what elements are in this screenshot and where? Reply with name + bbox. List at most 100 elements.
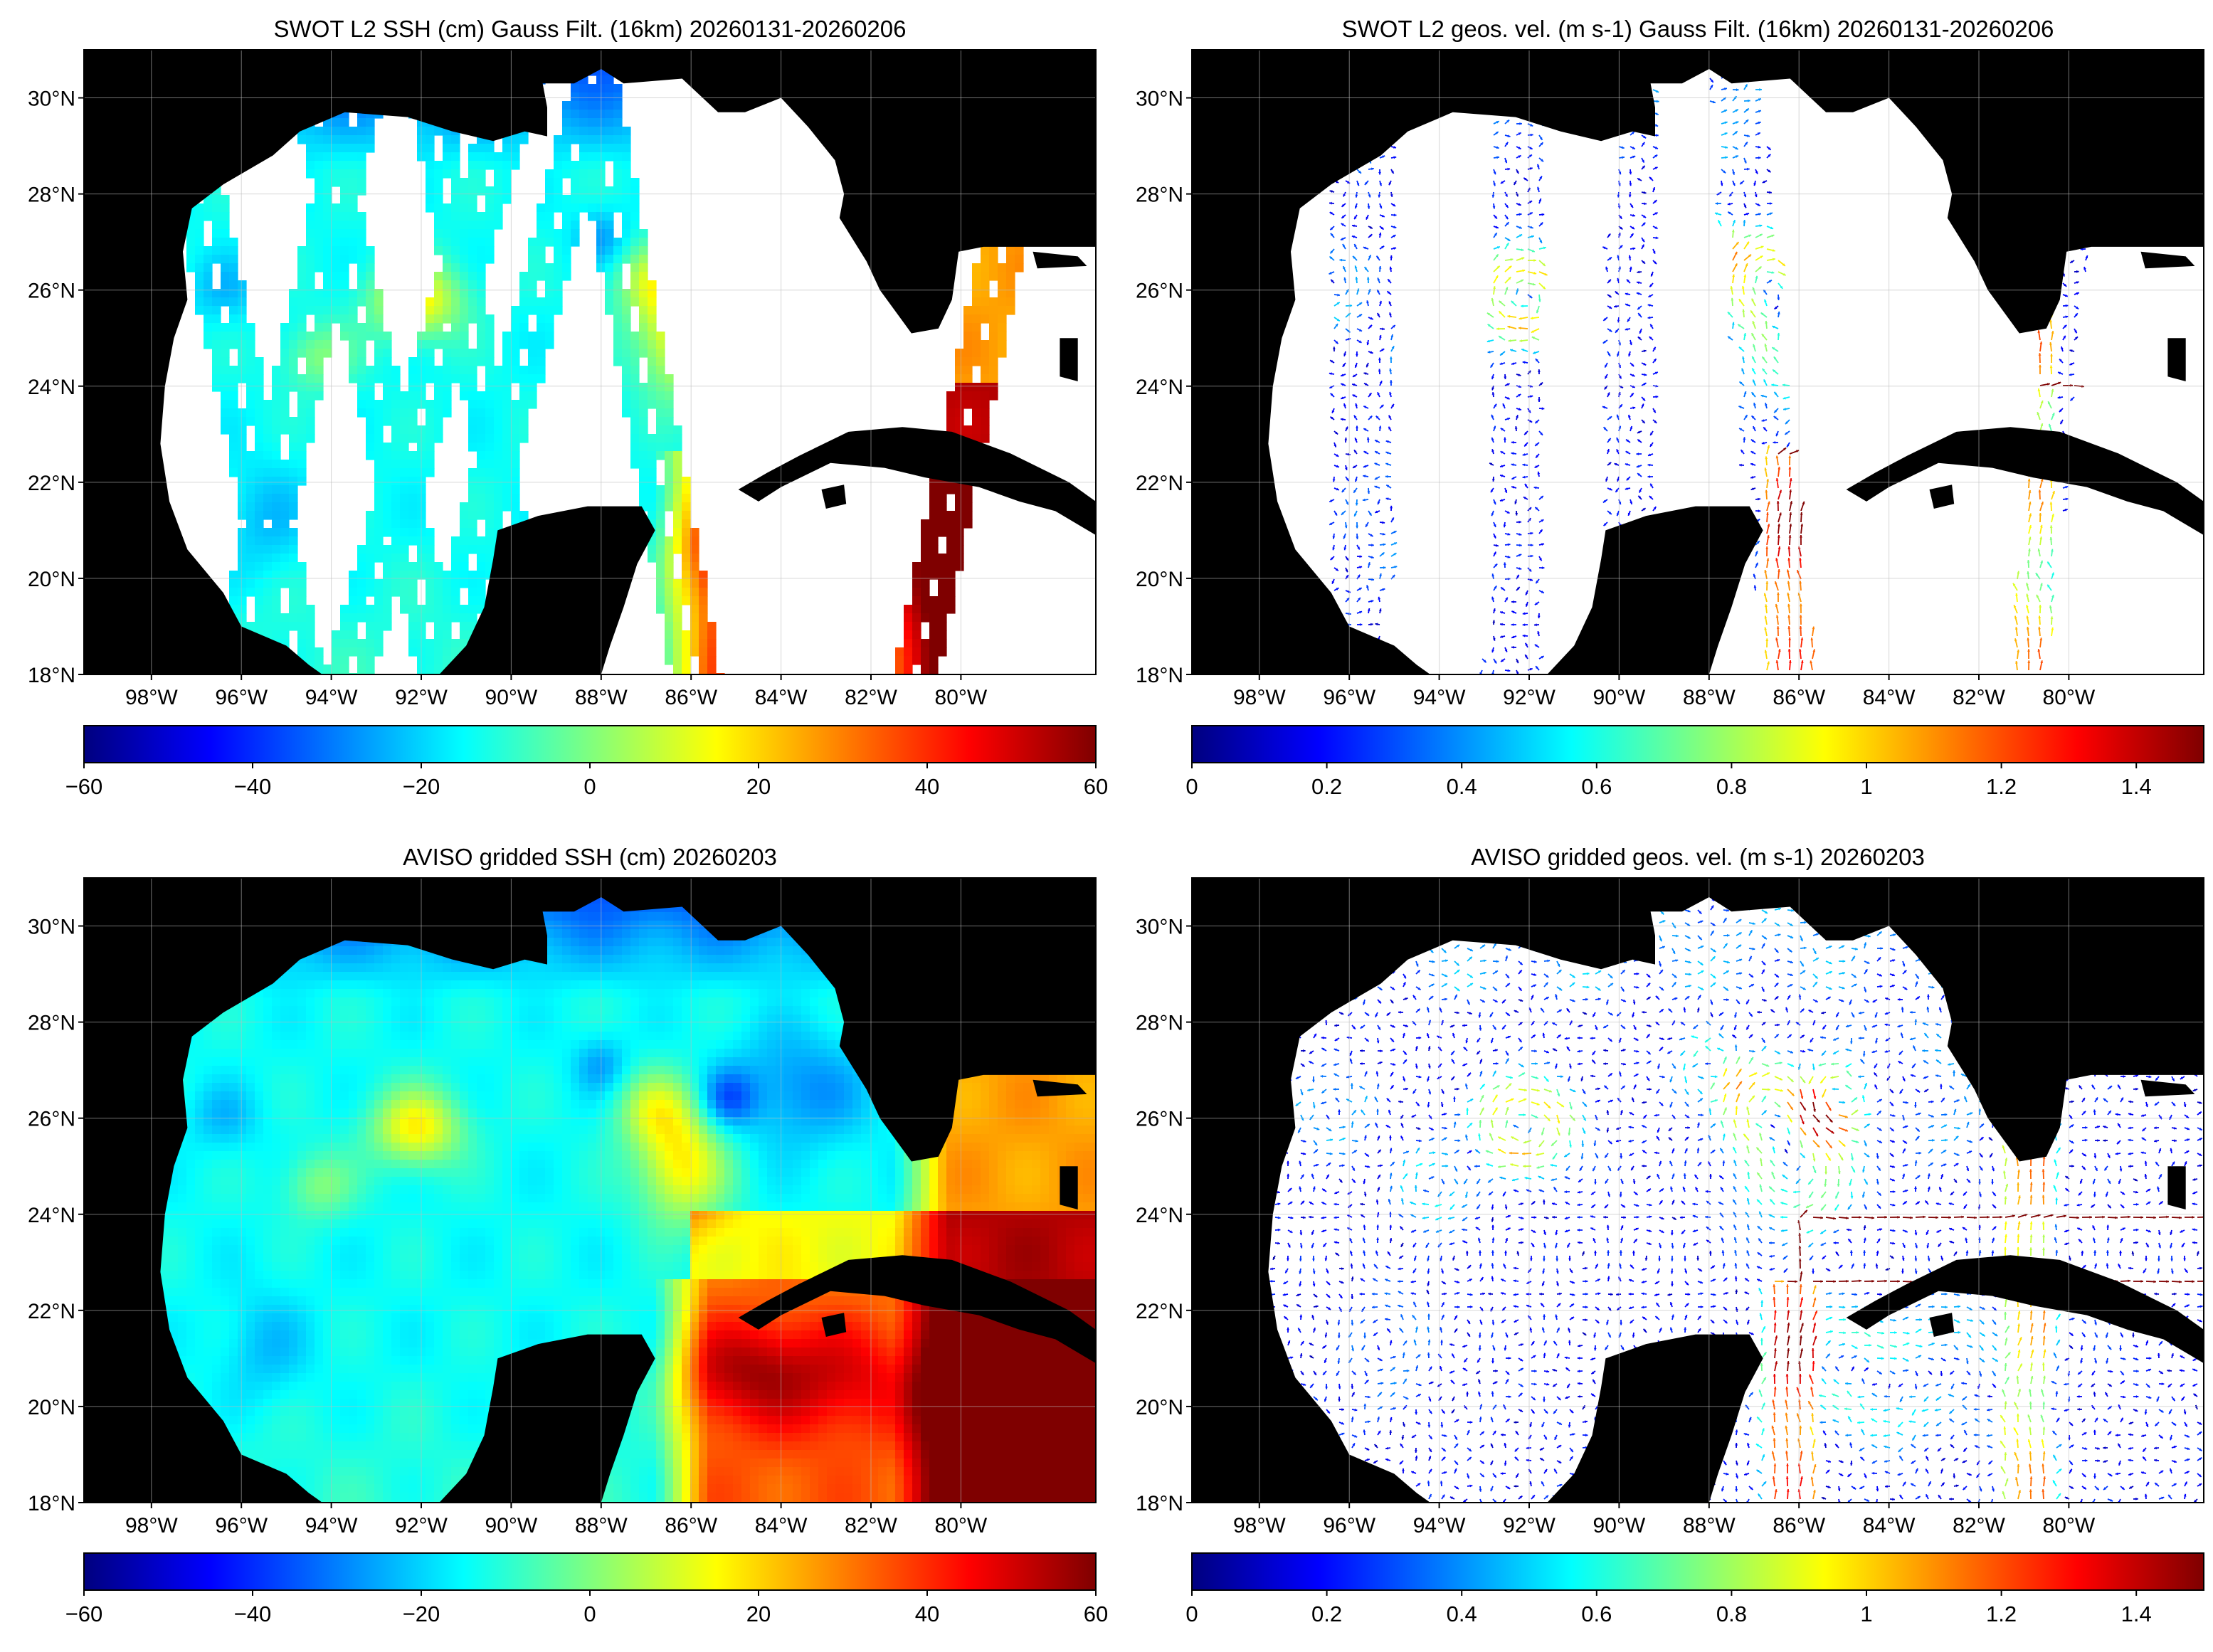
graticule xyxy=(84,878,1096,1503)
panel-title: SWOT L2 geos. vel. (m s-1) Gauss Filt. (… xyxy=(1342,16,2054,42)
lon-tick-label: 86°W xyxy=(1773,1514,1825,1537)
lon-tick-label: 96°W xyxy=(215,686,268,709)
land-polygon xyxy=(1060,338,1078,381)
colorbar-tick-label: 20 xyxy=(746,1601,771,1626)
lon-tick-label: 80°W xyxy=(2043,686,2096,709)
colorbar-gradient xyxy=(1191,725,2204,763)
lat-tick-label: 24°N xyxy=(1136,1204,1183,1227)
lon-tick-label: 96°W xyxy=(1323,1514,1375,1537)
panel-swot-ssh: SWOT L2 SSH (cm) Gauss Filt. (16km) 2026… xyxy=(28,16,1108,799)
land-polygon xyxy=(1032,1079,1087,1097)
lat-tick-label: 26°N xyxy=(1136,1108,1183,1131)
colorbar-tick-label: −20 xyxy=(403,774,440,799)
lon-tick-label: 98°W xyxy=(125,1514,178,1537)
colorbar-tick-label: 0.6 xyxy=(1581,1601,1612,1626)
colorbar-tick-label: 0.2 xyxy=(1311,774,1342,799)
land-polygon xyxy=(2140,1079,2195,1097)
lon-tick-label: 92°W xyxy=(395,1514,448,1537)
lon-tick-label: 96°W xyxy=(215,1514,268,1537)
panel-swot-vel: SWOT L2 geos. vel. (m s-1) Gauss Filt. (… xyxy=(1136,16,2204,799)
colorbar-tick-label: 1.2 xyxy=(1986,774,2017,799)
colorbar: −60 −40 −20 0 20 40 60 xyxy=(65,1552,1108,1626)
colorbar-tick-label: 0.6 xyxy=(1581,774,1612,799)
lon-tick-label: 94°W xyxy=(305,1514,358,1537)
land-polygon xyxy=(1929,485,1955,509)
colorbar-gradient xyxy=(83,1552,1097,1591)
colorbar-tick-label: 0.8 xyxy=(1716,774,1747,799)
land-polygon xyxy=(821,485,847,509)
lon-tick-label: 98°W xyxy=(1233,1514,1286,1537)
colorbar-tick-label: 0.4 xyxy=(1447,774,1477,799)
land-polygon xyxy=(1846,427,2204,536)
land-polygon xyxy=(738,427,1096,536)
colorbar-gradient xyxy=(1191,1552,2204,1591)
land-polygon xyxy=(84,878,1096,1503)
lon-tick-label: 88°W xyxy=(575,686,628,709)
lat-tick-label: 28°N xyxy=(28,184,75,207)
lat-tick-label: 30°N xyxy=(28,916,75,939)
lat-tick-label: 24°N xyxy=(28,1204,75,1227)
colorbar-tick-label: 0.8 xyxy=(1716,1601,1747,1626)
lat-tick-label: 24°N xyxy=(1136,376,1183,399)
lon-tick-label: 96°W xyxy=(1323,686,1375,709)
map-area xyxy=(84,50,1096,674)
lon-tick-label: 80°W xyxy=(935,686,988,709)
lon-tick-label: 86°W xyxy=(665,1514,717,1537)
land-polygon xyxy=(1032,251,1087,269)
colorbar-tick-label: 40 xyxy=(915,774,939,799)
land-polygon xyxy=(1929,1313,1955,1337)
colorbar-tick-label: −40 xyxy=(234,1601,272,1626)
lon-tick-label: 84°W xyxy=(755,686,808,709)
lat-tick-label: 26°N xyxy=(28,1108,75,1131)
lon-tick-label: 94°W xyxy=(1413,1514,1466,1537)
lon-tick-label: 82°W xyxy=(1953,1514,2005,1537)
map-frame xyxy=(1191,877,2204,1503)
land-polygon xyxy=(2140,251,2195,269)
colorbar-tick-label: 1 xyxy=(1860,774,1872,799)
lon-tick-label: 94°W xyxy=(305,686,358,709)
colorbar-tick-label: 1 xyxy=(1860,1601,1872,1626)
lon-tick-label: 82°W xyxy=(845,1514,897,1537)
lon-tick-label: 82°W xyxy=(845,686,897,709)
land-polygon xyxy=(84,50,1096,674)
colorbar-tick-label: −40 xyxy=(234,774,272,799)
lon-tick-label: 84°W xyxy=(755,1514,808,1537)
lat-tick-label: 22°N xyxy=(28,472,75,495)
lon-tick-label: 86°W xyxy=(1773,686,1825,709)
lon-tick-label: 98°W xyxy=(1233,686,1286,709)
colorbar-tick-label: 0 xyxy=(583,774,596,799)
lon-tick-label: 88°W xyxy=(1683,1514,1736,1537)
colorbar-tick-label: 0.2 xyxy=(1311,1601,1342,1626)
map-frame xyxy=(83,49,1097,675)
colorbar-tick-label: −20 xyxy=(403,1601,440,1626)
lon-tick-label: 88°W xyxy=(575,1514,628,1537)
colorbar: 0 0.2 0.4 0.6 0.8 1 1.2 1.4 xyxy=(1185,1552,2204,1626)
lat-tick-label: 26°N xyxy=(1136,280,1183,303)
land-polygon xyxy=(738,1255,1096,1364)
lat-tick-label: 26°N xyxy=(28,280,75,303)
colorbar-tick-label: 0 xyxy=(1185,1601,1198,1626)
map-area xyxy=(1192,50,2204,674)
lon-tick-label: 92°W xyxy=(1503,686,1556,709)
graticule xyxy=(1192,878,2204,1503)
lat-tick-label: 18°N xyxy=(28,664,75,687)
land-polygon xyxy=(1192,50,2204,674)
land-polygon xyxy=(2167,1166,2186,1209)
land-polygon xyxy=(2167,338,2186,381)
lon-tick-label: 88°W xyxy=(1683,686,1736,709)
land-polygon xyxy=(1060,1166,1078,1209)
colorbar-tick-label: 60 xyxy=(1084,774,1108,799)
lat-tick-label: 28°N xyxy=(1136,1012,1183,1035)
graticule xyxy=(1192,50,2204,674)
colorbar-tick-label: 1.4 xyxy=(2121,1601,2152,1626)
lon-tick-label: 94°W xyxy=(1413,686,1466,709)
lat-tick-label: 22°N xyxy=(28,1300,75,1323)
lat-tick-label: 20°N xyxy=(1136,1396,1183,1419)
lon-tick-label: 84°W xyxy=(1863,686,1916,709)
lon-tick-label: 80°W xyxy=(935,1514,988,1537)
colorbar-tick-label: 20 xyxy=(746,774,771,799)
lat-tick-label: 30°N xyxy=(1136,88,1183,111)
lon-tick-label: 92°W xyxy=(1503,1514,1556,1537)
colorbar: 0 0.2 0.4 0.6 0.8 1 1.2 1.4 xyxy=(1185,725,2204,799)
